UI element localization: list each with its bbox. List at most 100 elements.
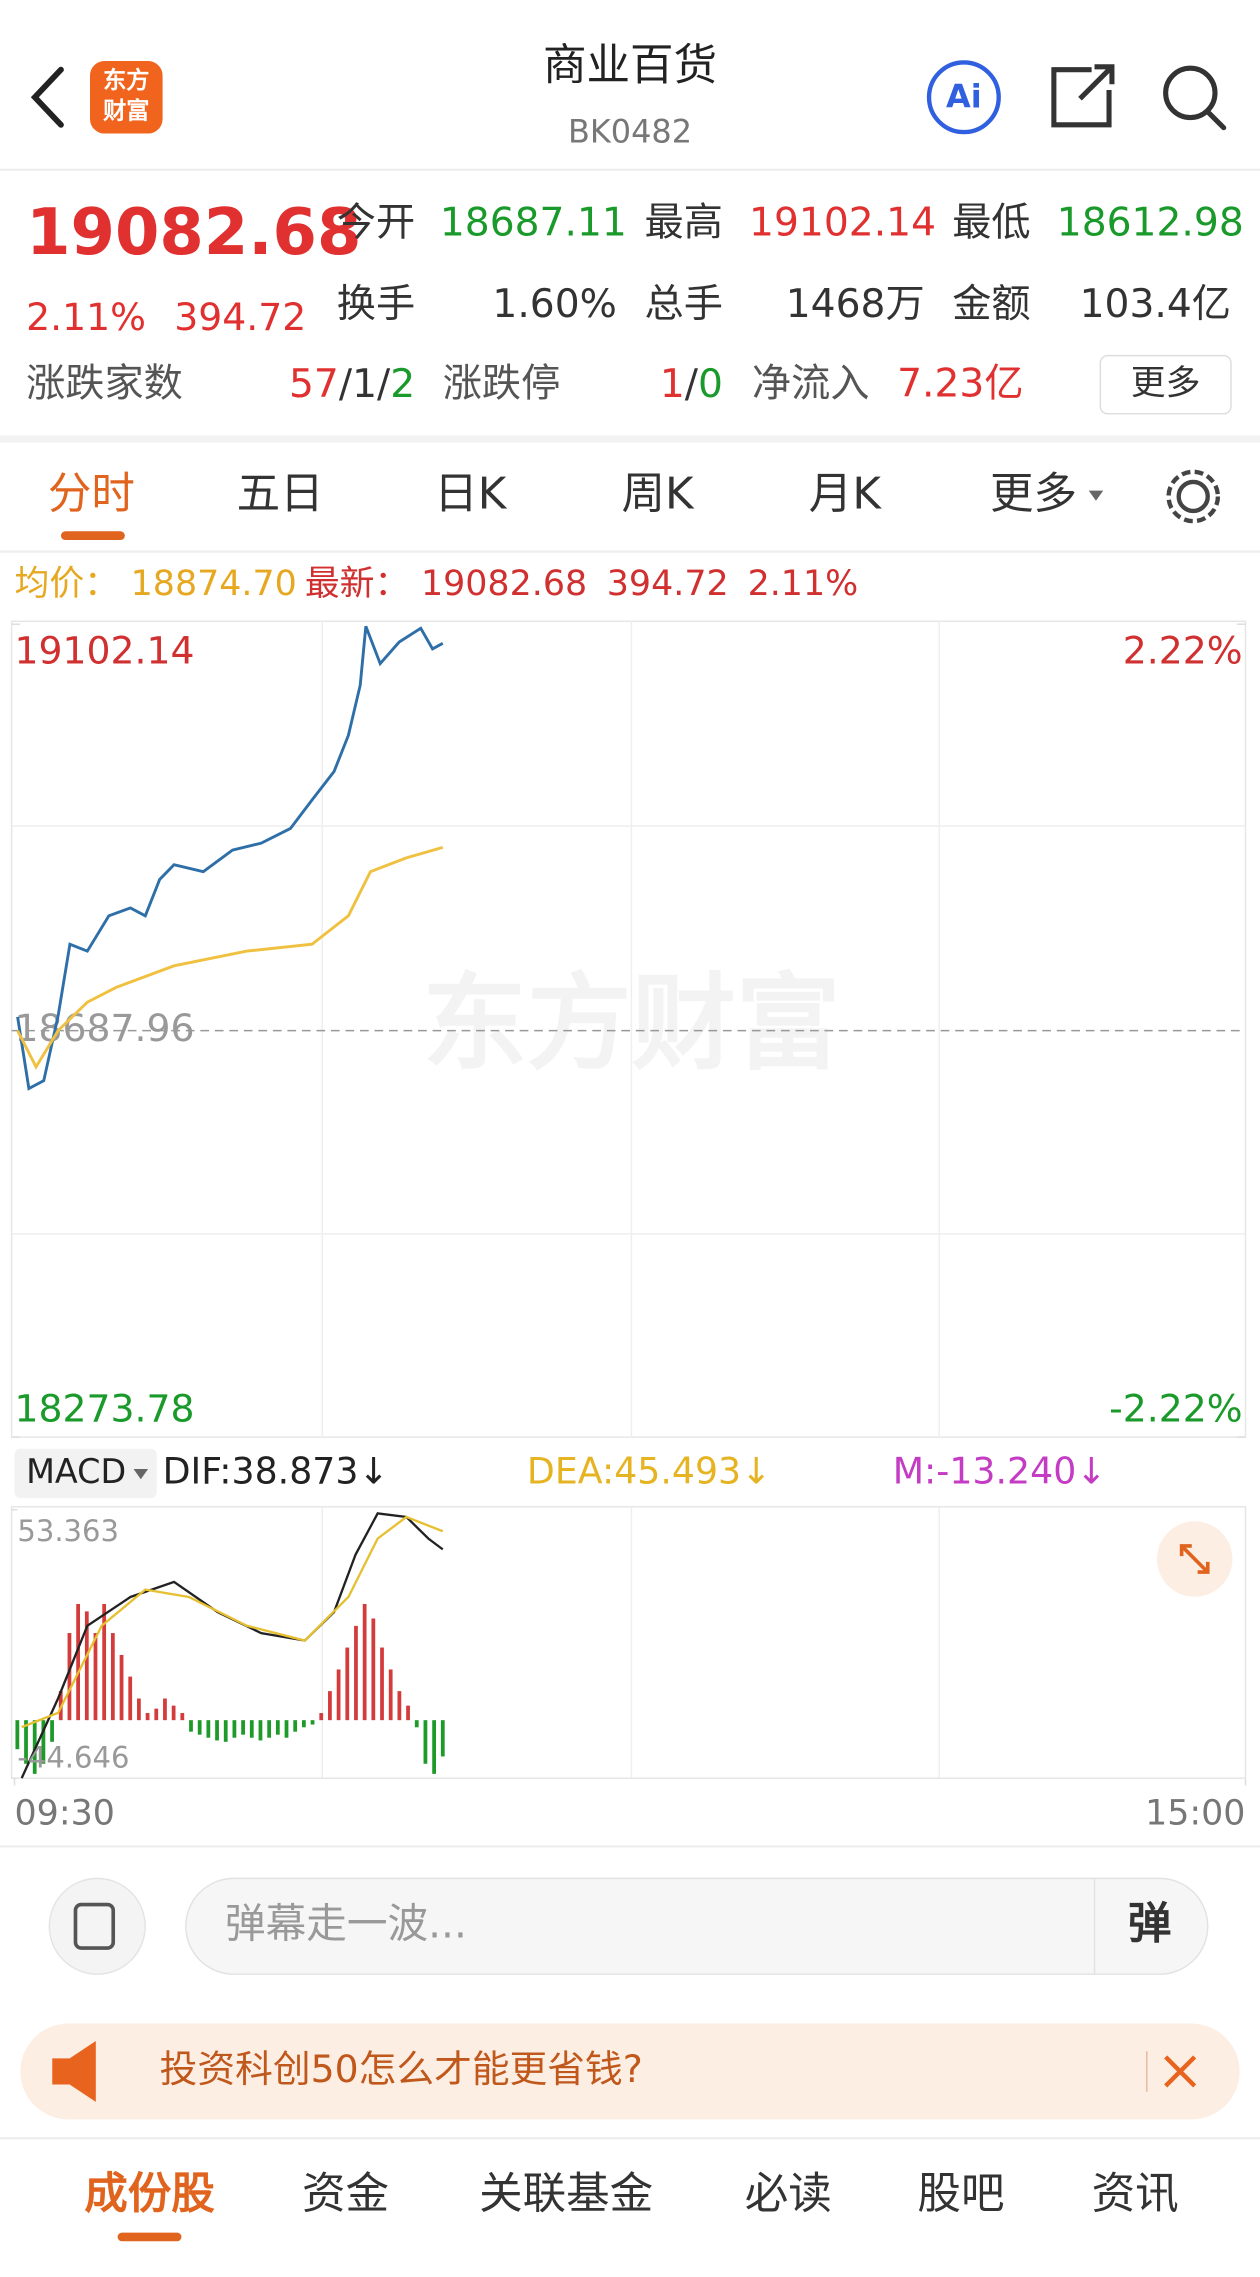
more-button[interactable] <box>1099 354 1232 415</box>
stat-label: 今开 <box>337 201 415 246</box>
x-tick-label: 09:30 <box>15 1794 115 1834</box>
macd-bar <box>267 1720 272 1738</box>
tab-underline <box>60 531 125 540</box>
stat-label: 金额 <box>952 282 1030 327</box>
macd-bar <box>189 1720 193 1732</box>
sep: / <box>685 362 699 407</box>
sep: / <box>377 362 391 407</box>
macd-bar <box>206 1720 211 1738</box>
avg-label: 均价： <box>15 564 119 604</box>
macd-bar <box>301 1720 306 1728</box>
indicator-value: DEA:45.493↓ <box>527 1449 772 1492</box>
macd-bar <box>232 1720 237 1738</box>
macd-bar <box>310 1720 315 1725</box>
tab[interactable]: 五日 <box>237 469 324 519</box>
macd-bar <box>440 1720 445 1757</box>
macd-bar <box>119 1654 124 1721</box>
macd-bar <box>362 1603 367 1721</box>
close-banner[interactable] <box>1164 2055 1197 2088</box>
macd-bar <box>163 1698 167 1721</box>
more-text: 更多 <box>1131 364 1201 404</box>
macd-bar <box>154 1708 159 1721</box>
bottom-tab[interactable]: 资讯 <box>1092 2169 1179 2219</box>
settings-button[interactable] <box>1176 479 1210 514</box>
macd-bar <box>406 1705 410 1721</box>
logo-text: 东方 <box>103 67 149 94</box>
tab[interactable]: 日K <box>434 469 508 519</box>
macd-chart: DIF:38.873↓ DEA:45.493↓ M:-13.240↓ 53.363 -4… <box>11 1449 1107 1779</box>
logo <box>90 60 163 134</box>
macd-bar <box>137 1698 141 1721</box>
indicator-value: DIF:38.873↓ <box>163 1449 389 1492</box>
macd-bar <box>432 1720 436 1774</box>
stat-label: 最低 <box>952 201 1030 246</box>
macd-bar <box>215 1720 219 1741</box>
ai-text: Ai <box>946 78 982 116</box>
banner-text: 投资科创50怎么才能更省钱? <box>160 2047 643 2091</box>
tab[interactable]: 周K <box>622 469 696 519</box>
series-line <box>21 1515 444 1729</box>
macd-bar <box>180 1713 185 1721</box>
indicator-value: M:-13.240↓ <box>893 1449 1107 1492</box>
ai-button[interactable] <box>926 60 1001 135</box>
dropdown-arrow <box>133 1469 149 1480</box>
bottom-tab[interactable]: 必读 <box>745 2169 832 2219</box>
macd-bar <box>388 1669 393 1721</box>
danmaku-button[interactable]: 弹 <box>1128 1899 1172 1949</box>
macd-bar <box>371 1618 376 1721</box>
breadth-label: 涨跌家数 <box>26 362 183 407</box>
sep: / <box>339 362 353 407</box>
indicator-select[interactable] <box>14 1448 157 1499</box>
bottom-tab[interactable]: 资金 <box>302 2169 389 2219</box>
last-label: 最新： <box>305 564 410 604</box>
tab[interactable]: 分时 <box>48 469 135 519</box>
back-button[interactable] <box>30 66 64 128</box>
tab-underline <box>117 2232 182 2242</box>
settings-gear <box>1166 469 1221 524</box>
tab[interactable]: 更多 <box>990 469 1077 519</box>
chart-frame <box>10 620 1247 1438</box>
megaphone-icon <box>52 2040 96 2102</box>
y-tick-label: -44.646 <box>17 1740 129 1774</box>
inflow: 7.23亿 <box>897 362 1023 407</box>
macd-bar <box>354 1625 358 1721</box>
indicator-name: MACD <box>26 1452 126 1491</box>
watermark: 东方财富 <box>422 962 840 1084</box>
change: 394.72 <box>174 295 306 339</box>
y-tick-label: 53.363 <box>17 1514 119 1548</box>
limit-down: 0 <box>698 362 723 407</box>
bottom-tab[interactable]: 股吧 <box>917 2169 1004 2219</box>
stat-value: 1.60% <box>492 282 616 327</box>
macd-bar <box>15 1720 20 1750</box>
last-change-pct: 2.11% <box>748 564 859 604</box>
search-handle <box>1205 109 1227 131</box>
share-button[interactable] <box>1051 64 1115 128</box>
up-count: 57 <box>289 362 339 407</box>
macd-bar <box>84 1611 89 1721</box>
bottom-tab[interactable]: 关联基金 <box>479 2169 653 2219</box>
series-line <box>16 845 444 1070</box>
macd-bar <box>128 1676 133 1721</box>
macd-bar <box>145 1713 150 1721</box>
comment-input[interactable] <box>185 1877 1209 1975</box>
y2-tick-label: 2.22% <box>1123 629 1243 673</box>
macd-bar <box>76 1603 81 1721</box>
limit: 1/0 <box>660 362 723 407</box>
y-tick-label: 19102.14 <box>15 629 195 673</box>
price-chart: 19102.14 18687.96 18273.78 2.22% -2.22% 09:30… <box>11 623 1247 1834</box>
macd-bar <box>293 1720 298 1732</box>
grid <box>11 621 1246 1779</box>
expand-icon <box>1179 1544 1210 1574</box>
search-button[interactable] <box>1163 65 1218 121</box>
comment-settings[interactable] <box>48 1877 146 1975</box>
banner[interactable] <box>20 2023 1240 2120</box>
macd-bar <box>345 1647 350 1721</box>
tab[interactable]: 月K <box>809 469 883 519</box>
macd-bar <box>336 1669 341 1721</box>
stat-value: 18612.98 <box>1057 201 1244 246</box>
bottom-tab[interactable]: 成份股 <box>84 2169 215 2219</box>
limit-up: 1 <box>660 362 685 407</box>
macd-bar <box>41 1720 46 1764</box>
macd-bar <box>249 1720 254 1738</box>
